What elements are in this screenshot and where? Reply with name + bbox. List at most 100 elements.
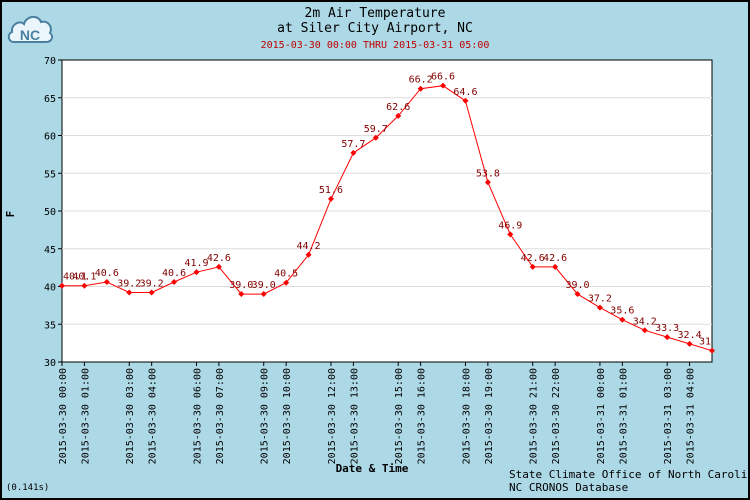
x-tick-label: 2015-03-31 04:00 <box>686 368 697 464</box>
data-point <box>552 263 559 270</box>
cloud-icon: NC <box>7 16 54 43</box>
data-point <box>529 263 536 270</box>
chart-title-line2: at Siler City Airport, NC <box>277 21 473 36</box>
data-label: 66.6 <box>431 72 455 83</box>
data-points <box>59 82 715 354</box>
data-point <box>664 334 671 341</box>
x-tick-label: 2015-03-31 03:00 <box>663 368 674 464</box>
chart-title-line1: 2m Air Temperature <box>304 6 446 21</box>
data-label: 42.6 <box>521 253 545 264</box>
logo-text: NC <box>20 27 40 43</box>
data-label: 39.2 <box>117 279 141 290</box>
y-tick-label: 50 <box>44 207 56 218</box>
data-point <box>260 291 267 298</box>
data-label: 32.4 <box>678 330 702 341</box>
y-tick-label: 65 <box>44 94 56 105</box>
y-tick-label: 55 <box>44 169 56 180</box>
data-label: 46.9 <box>498 220 522 231</box>
y-axis-label: F <box>4 211 17 218</box>
data-label: 34.2 <box>633 316 657 327</box>
data-label: 40.1 <box>63 272 87 283</box>
x-tick-label: 2015-03-30 01:00 <box>80 368 91 464</box>
data-label: 40.6 <box>95 268 119 279</box>
x-tick-label: 2015-03-30 09:00 <box>260 368 271 464</box>
data-label: 51.6 <box>319 185 343 196</box>
data-point <box>709 347 715 354</box>
x-axis-label: Date & Time <box>336 462 409 475</box>
data-point <box>305 251 312 258</box>
data-point <box>238 291 245 298</box>
x-tick-label: 2015-03-30 19:00 <box>484 368 495 464</box>
nc-cloud-logo: NC <box>6 8 54 52</box>
data-label: 31 <box>699 337 711 348</box>
data-label: 59.7 <box>364 124 388 135</box>
data-point <box>395 112 402 119</box>
data-point <box>686 340 693 347</box>
x-tick-label: 2015-03-30 18:00 <box>461 368 472 464</box>
data-label: 37.2 <box>588 294 612 305</box>
x-tick-label: 2015-03-30 04:00 <box>148 368 159 464</box>
data-point <box>283 279 290 286</box>
data-point <box>574 291 581 298</box>
data-label: 40.6 <box>162 268 186 279</box>
data-point <box>327 195 334 202</box>
data-label: 53.8 <box>476 168 500 179</box>
x-tick-label: 2015-03-30 15:00 <box>394 368 405 464</box>
x-tick-label: 2015-03-30 10:00 <box>282 368 293 464</box>
y-tick-label: 30 <box>44 358 56 369</box>
data-label: 57.7 <box>341 139 365 150</box>
x-tick-label: 2015-03-30 21:00 <box>529 368 540 464</box>
x-tick-label: 2015-03-30 12:00 <box>327 368 338 464</box>
data-label: 66.2 <box>409 75 433 86</box>
render-time: (0.141s) <box>6 483 50 493</box>
x-tick-label: 2015-03-30 16:00 <box>417 368 428 464</box>
data-label: 40.5 <box>274 269 298 280</box>
x-tick-label: 2015-03-30 13:00 <box>349 368 360 464</box>
data-point <box>215 263 222 270</box>
y-tick-label: 60 <box>44 132 56 143</box>
x-tick-label: 2015-03-30 00:00 <box>58 368 69 464</box>
data-point <box>417 85 424 92</box>
y-axis-ticks: 30 35 40 45 50 55 60 65 70 <box>44 56 56 369</box>
data-label: 39.0 <box>229 280 253 291</box>
data-point <box>81 282 88 289</box>
y-tick-label: 45 <box>44 245 56 256</box>
x-tick-label: 2015-03-31 01:00 <box>618 368 629 464</box>
data-point <box>372 134 379 141</box>
data-point <box>171 278 178 285</box>
data-label: 44.2 <box>297 241 321 252</box>
credit-line1: State Climate Office of North Carolina <box>509 468 750 481</box>
data-point <box>484 179 491 186</box>
data-label: 39.0 <box>252 280 276 291</box>
data-label: 39.2 <box>140 279 164 290</box>
data-label: 64.6 <box>453 87 477 98</box>
x-tick-label: 2015-03-30 07:00 <box>215 368 226 464</box>
x-tick-label: 2015-03-31 00:00 <box>596 368 607 464</box>
credit-line2: NC CRONOS Database <box>509 481 629 494</box>
gridlines <box>58 59 712 363</box>
series-line <box>62 85 713 352</box>
data-point <box>641 327 648 334</box>
x-tick-label: 2015-03-30 03:00 <box>125 368 136 464</box>
data-point <box>596 304 603 311</box>
data-labels: 40.140.140.639.239.240.641.942.639.039.0… <box>63 72 711 348</box>
data-label: 42.6 <box>207 253 231 264</box>
data-point <box>619 316 626 323</box>
data-label: 41.9 <box>184 258 208 269</box>
data-label: 33.3 <box>655 323 679 334</box>
x-axis-ticks: 2015-03-30 00:00 2015-03-30 01:00 2015-03-… <box>58 362 697 464</box>
x-tick-label: 2015-03-30 06:00 <box>192 368 203 464</box>
data-point <box>103 278 110 285</box>
data-point <box>507 231 514 238</box>
y-tick-label: 40 <box>44 283 56 294</box>
y-tick-label: 70 <box>44 56 56 67</box>
x-tick-label: 2015-03-30 22:00 <box>551 368 562 464</box>
data-point <box>462 97 469 104</box>
data-point <box>126 289 133 296</box>
data-point <box>440 82 447 89</box>
chart-date-range: 2015-03-30 00:00 THRU 2015-03-31 05:00 <box>260 40 490 51</box>
data-label: 39.0 <box>565 280 589 291</box>
data-label: 62.6 <box>386 102 410 113</box>
